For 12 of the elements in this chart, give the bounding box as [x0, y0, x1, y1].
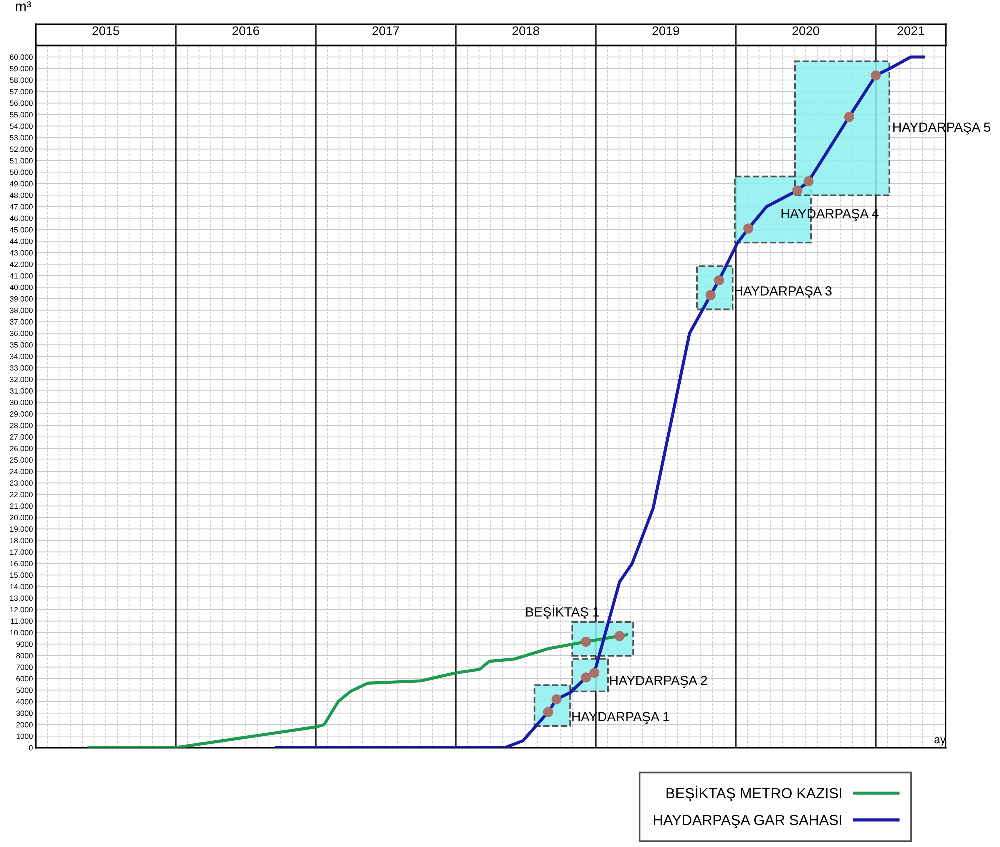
x-tick-label: 2017	[372, 26, 400, 36]
x-tick-label: 2018	[512, 26, 540, 36]
y-axis-title: m³	[16, 2, 32, 12]
legend-label: HAYDARPAŞA GAR SAHASI	[654, 815, 842, 828]
x-tick-label: 2016	[232, 26, 260, 36]
x-axis-title: ay	[934, 738, 946, 746]
legend-label: BEŞİKTAŞ METRO KAZISI	[666, 786, 842, 802]
annotation: HAYDARPAŞA 2	[610, 676, 708, 688]
x-tick-label: 2015	[92, 26, 120, 36]
x-tick-label: 2019	[652, 26, 680, 36]
x-tick-label: 2020	[792, 26, 820, 36]
x-tick-label: 2021	[898, 26, 924, 36]
